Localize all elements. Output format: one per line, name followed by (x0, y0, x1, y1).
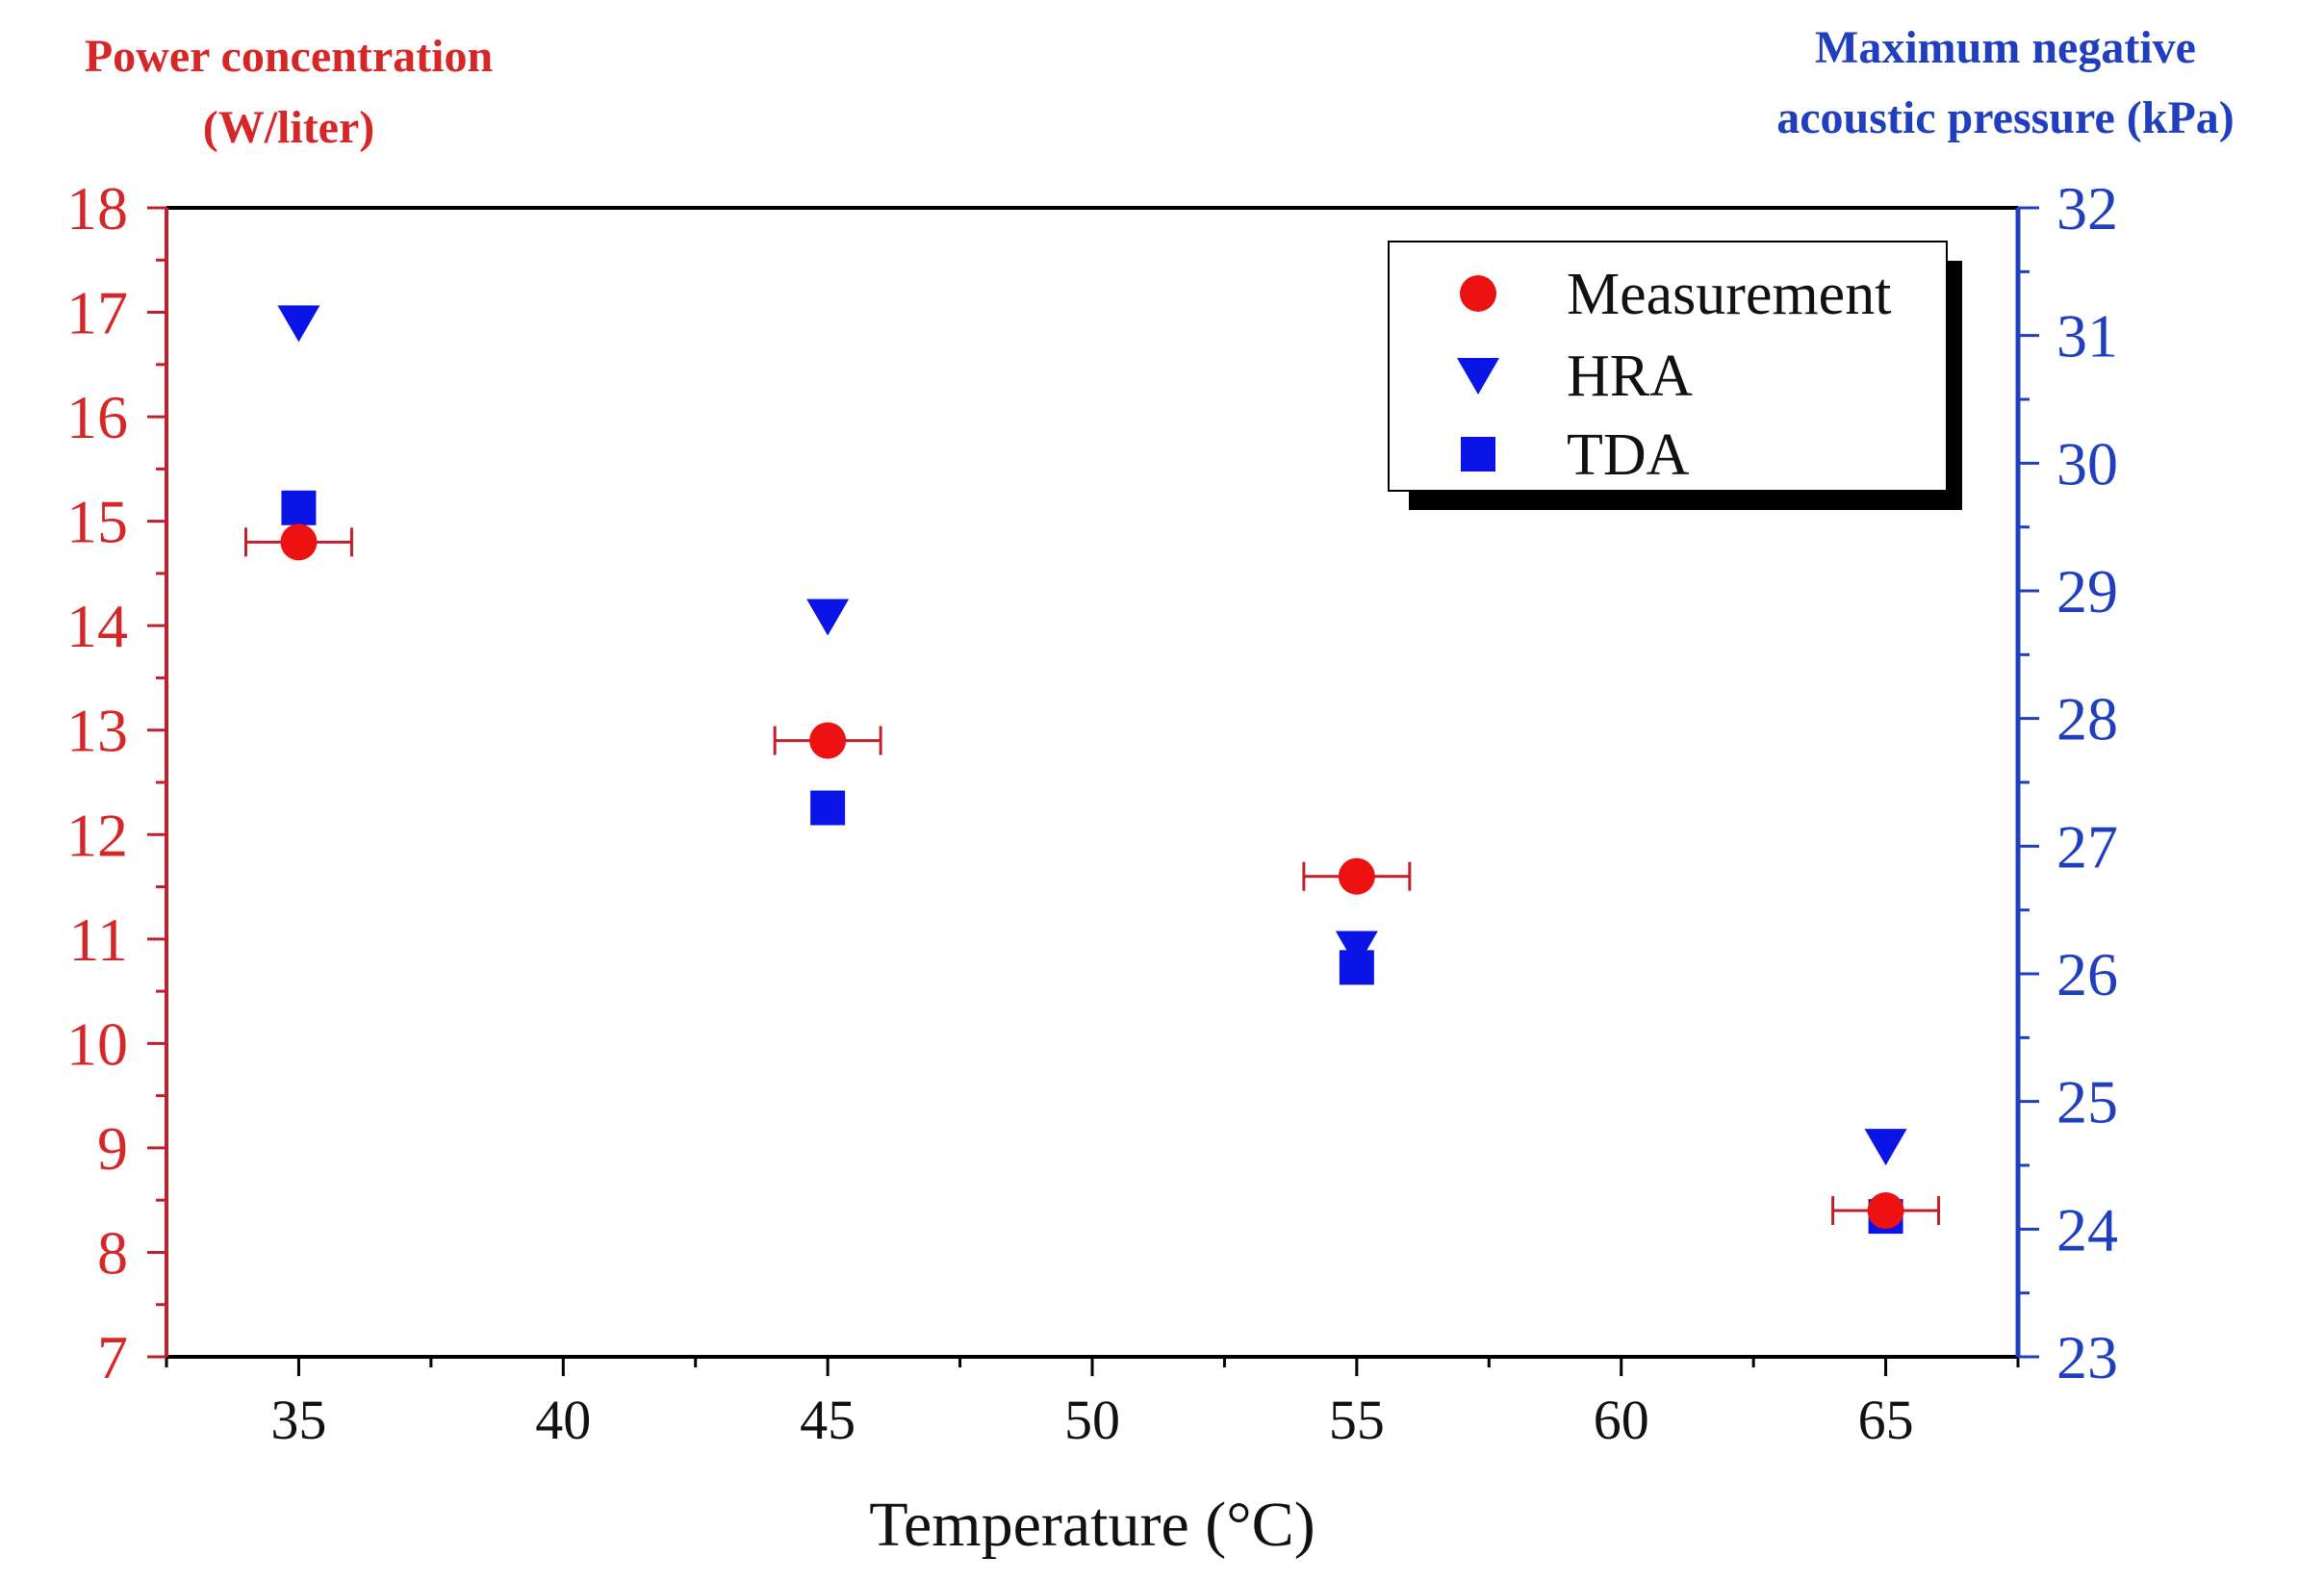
legend-label-tda: TDA (1567, 422, 1690, 488)
right-tick-label-27: 27 (2056, 812, 2118, 880)
left-axis-ticks: 7 8 9 10 11 12 13 14 15 16 17 18 (66, 174, 166, 1391)
right-axis-ticks: 23 24 25 26 27 28 29 30 31 32 (2018, 174, 2118, 1391)
legend-label-hra: HRA (1567, 344, 1693, 409)
left-tick-label-13: 13 (66, 697, 128, 765)
right-tick-label-28: 28 (2056, 685, 2118, 753)
left-tick-label-11: 11 (68, 906, 128, 974)
left-tick-label-14: 14 (66, 592, 128, 660)
right-tick-label-26: 26 (2056, 940, 2118, 1008)
right-tick-label-31: 31 (2056, 302, 2118, 370)
hra-point-65 (1864, 1129, 1907, 1166)
right-tick-label-23: 23 (2056, 1323, 2118, 1391)
left-tick-label-12: 12 (66, 801, 128, 869)
hra-point-55 (1335, 931, 1378, 968)
legend-label-measurement: Measurement (1567, 262, 1891, 327)
left-tick-label-17: 17 (66, 279, 128, 347)
right-tick-label-30: 30 (2056, 429, 2118, 498)
x-tick-label-35: 35 (270, 1389, 326, 1451)
x-tick-label-40: 40 (535, 1389, 591, 1451)
x-axis-ticks: 35 40 45 50 55 60 65 (165, 1357, 2020, 1451)
x-tick-label-50: 50 (1064, 1389, 1120, 1451)
tda-point-55 (1339, 950, 1374, 985)
right-tick-label-25: 25 (2056, 1068, 2118, 1136)
tda-point-35 (281, 490, 317, 525)
measurement-point-55 (1338, 857, 1375, 895)
x-axis-label: Temperature (°C) (869, 1490, 1315, 1560)
x-tick-label-65: 65 (1858, 1389, 1914, 1451)
measurement-point-45 (809, 722, 847, 759)
left-tick-label-10: 10 (66, 1009, 128, 1078)
x-tick-label-45: 45 (800, 1389, 856, 1451)
left-axis-title-line1: Power concentration (85, 31, 493, 82)
hra-point-35 (277, 305, 320, 343)
left-tick-label-18: 18 (66, 174, 128, 242)
left-tick-label-8: 8 (97, 1218, 128, 1287)
legend: Measurement HRA TDA (1388, 241, 1962, 510)
right-axis-title-line1: Maximum negative (1815, 22, 2196, 73)
left-tick-label-7: 7 (97, 1323, 128, 1391)
legend-marker-hra (1457, 358, 1499, 395)
left-tick-label-15: 15 (66, 488, 128, 556)
left-tick-label-16: 16 (66, 383, 128, 451)
measurement-point-65 (1867, 1192, 1904, 1230)
measurement-point-35 (280, 523, 318, 561)
legend-marker-tda (1461, 437, 1495, 472)
legend-marker-measurement (1460, 275, 1496, 312)
right-tick-label-24: 24 (2056, 1195, 2118, 1263)
right-axis-title-line2: acoustic pressure (kPa) (1776, 92, 2235, 143)
left-tick-label-9: 9 (97, 1114, 128, 1183)
left-axis-title-line2: (W/liter) (203, 102, 375, 153)
right-tick-label-29: 29 (2056, 557, 2118, 625)
hra-point-45 (806, 599, 850, 636)
x-tick-label-60: 60 (1594, 1389, 1649, 1451)
right-tick-label-32: 32 (2056, 174, 2118, 242)
x-tick-label-55: 55 (1329, 1389, 1385, 1451)
data-marks (243, 305, 1941, 1235)
tda-point-45 (810, 790, 846, 826)
